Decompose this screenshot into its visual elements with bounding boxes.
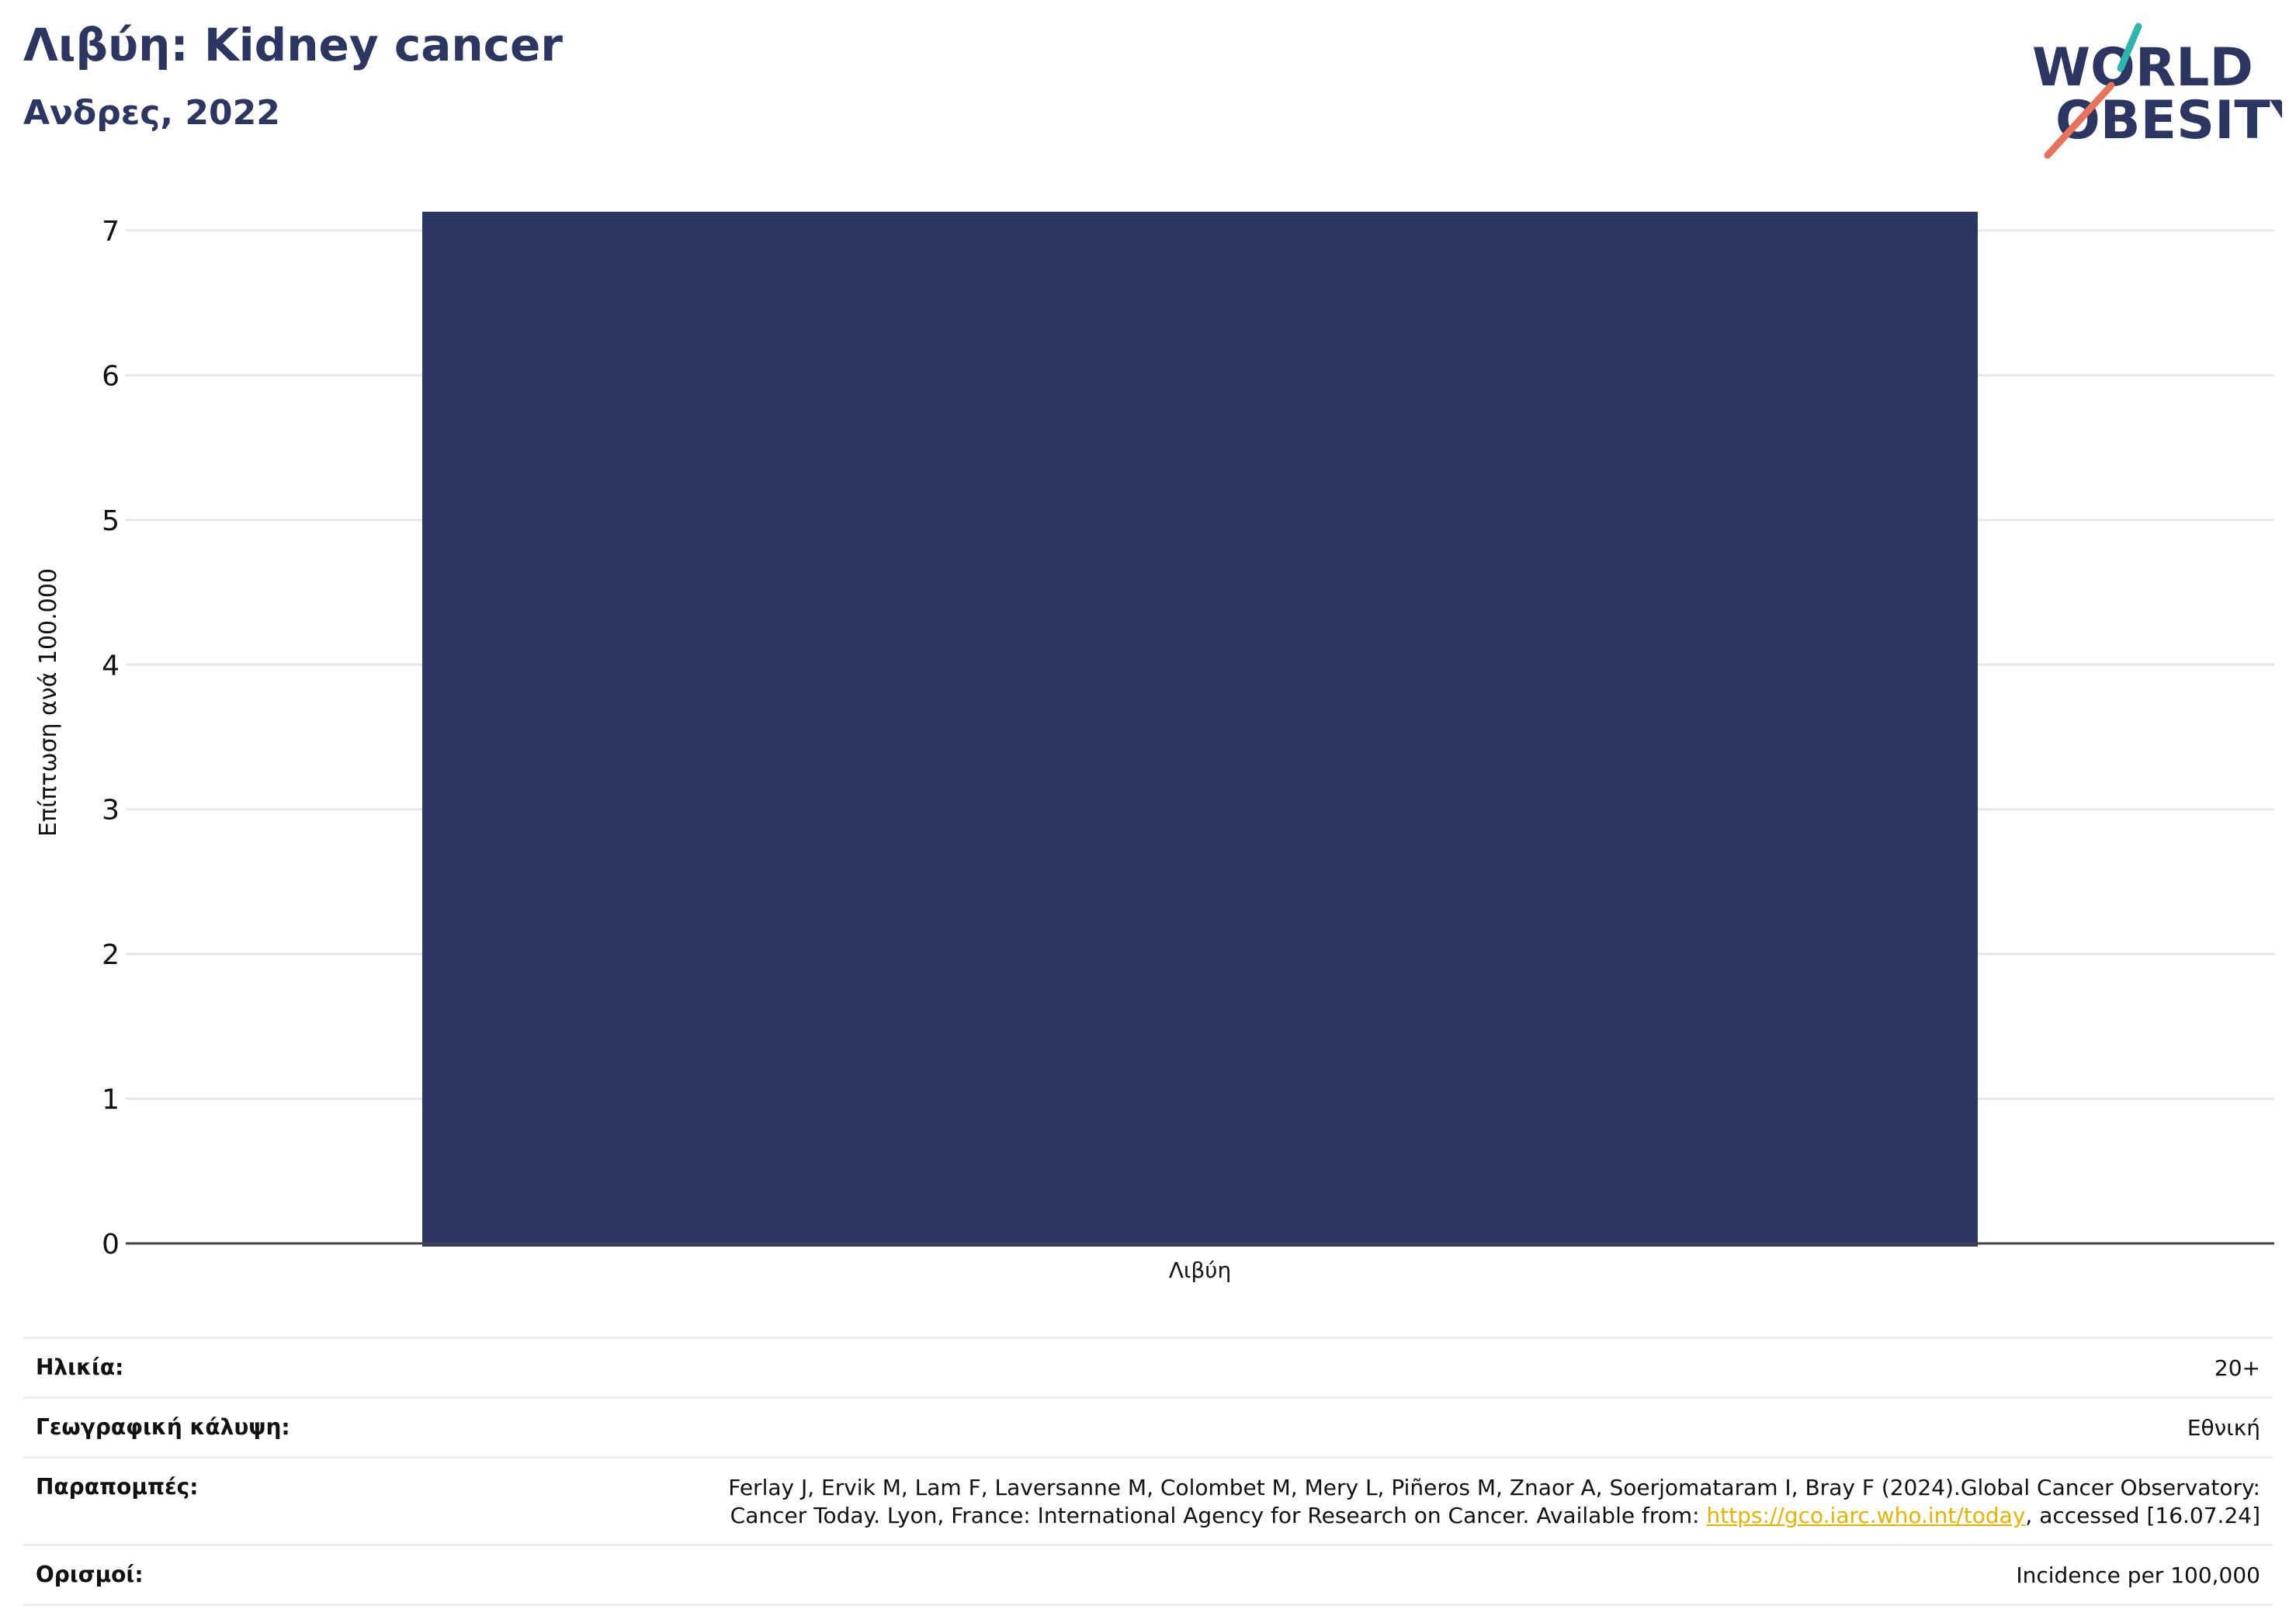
coverage-label: Γεωγραφική κάλυψη: <box>36 1414 290 1440</box>
info-row-definitions: Ορισμοί: Incidence per 100,000 <box>23 1544 2273 1606</box>
coverage-value: Εθνική <box>2187 1415 2260 1441</box>
y-tick-label: 3 <box>102 795 120 827</box>
logo-word-world: WORLD <box>2032 37 2253 99</box>
y-tick-labels: 0 1 2 3 4 5 6 7 <box>102 216 120 1261</box>
logo-coral-slash <box>2044 81 2115 159</box>
bar[interactable] <box>421 211 1979 1247</box>
references-link[interactable]: https://gco.iarc.who.int/today <box>1706 1503 2026 1528</box>
references-line-2-pre: Cancer Today. Lyon, France: Internationa… <box>730 1503 1707 1528</box>
references-line-1: Ferlay J, Ervik M, Lam F, Laversanne M, … <box>728 1475 2260 1500</box>
info-row-references: Παραπομπές: Ferlay J, Ervik M, Lam F, La… <box>23 1456 2273 1544</box>
info-row-age: Ηλικία: 20+ <box>23 1337 2273 1396</box>
age-value: 20+ <box>2214 1355 2260 1381</box>
references-value: Ferlay J, Ervik M, Lam F, Laversanne M, … <box>728 1474 2260 1530</box>
page-subtitle: Ανδρες, 2022 <box>23 93 280 133</box>
info-table: Ηλικία: 20+ Γεωγραφική κάλυψη: Εθνική Πα… <box>23 1337 2273 1606</box>
y-tick-label: 1 <box>102 1084 120 1116</box>
x-tick-labels: Λιβύη <box>1169 1257 1231 1283</box>
y-tick-label: 7 <box>102 216 120 248</box>
references-line-2-post: , accessed [16.07.24] <box>2025 1503 2260 1528</box>
page-title: Λιβύη: Kidney cancer <box>23 19 563 71</box>
bars <box>421 211 1979 1247</box>
definitions-value: Incidence per 100,000 <box>2016 1562 2260 1588</box>
y-tick-label: 6 <box>102 360 120 392</box>
bar-chart: 0 1 2 3 4 5 6 7 Λιβύη Επίπτωση ανά 100.000 <box>35 211 2274 1283</box>
y-tick-label: 5 <box>102 505 120 537</box>
world-obesity-logo: WORLD OBESITY <box>2032 23 2282 159</box>
definitions-label: Ορισμοί: <box>36 1562 144 1587</box>
y-tick-label: 0 <box>102 1229 120 1261</box>
age-label: Ηλικία: <box>36 1354 124 1380</box>
x-tick-label: Λιβύη <box>1169 1257 1231 1283</box>
info-row-coverage: Γεωγραφική κάλυψη: Εθνική <box>23 1396 2273 1456</box>
y-tick-label: 2 <box>102 939 120 971</box>
y-tick-label: 4 <box>102 650 120 681</box>
logo-teal-slash <box>2117 23 2142 72</box>
y-axis-label: Επίπτωση ανά 100.000 <box>35 568 62 837</box>
references-label: Παραπομπές: <box>36 1474 199 1500</box>
